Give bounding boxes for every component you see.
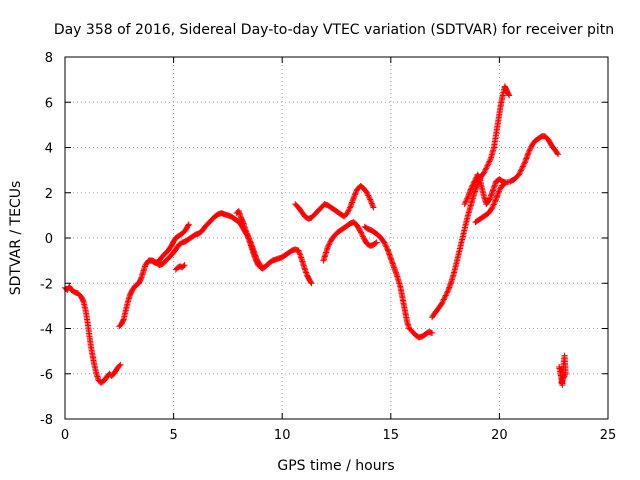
y-tick-label: 6 <box>45 96 53 111</box>
x-axis-label: GPS time / hours <box>277 458 394 474</box>
x-tick-label: 15 <box>383 428 400 443</box>
x-tick-label: 25 <box>600 428 617 443</box>
data-point-marks <box>429 83 513 321</box>
data-point-marks <box>233 207 264 269</box>
data-point-marks <box>320 219 380 264</box>
plot-frame <box>64 56 609 420</box>
axis-ticks <box>64 56 609 420</box>
data-point-marks <box>361 223 436 341</box>
y-tick-label: 8 <box>45 51 53 66</box>
data-point-marks <box>172 262 188 273</box>
y-tick-label: -4 <box>40 323 53 338</box>
y-tick-labels: -8 -6 -4 -2 0 2 4 6 8 <box>40 51 53 428</box>
y-tick-label: -8 <box>40 413 53 428</box>
grid <box>65 57 608 419</box>
y-tick-label: 4 <box>45 142 53 157</box>
x-tick-label: 0 <box>61 428 69 443</box>
y-tick-label: 0 <box>45 232 53 247</box>
data-point-marks <box>116 221 192 330</box>
data-point-marks <box>556 352 569 389</box>
y-axis-label: SDTVAR / TECUs <box>8 181 24 296</box>
data-marks <box>62 83 569 389</box>
y-tick-label: -2 <box>40 277 53 292</box>
x-tick-label: 20 <box>491 428 508 443</box>
data-point-marks <box>292 182 377 222</box>
x-tick-label: 5 <box>169 428 177 443</box>
y-tick-label: -6 <box>40 368 53 383</box>
x-tick-label: 10 <box>274 428 291 443</box>
chart-title: Day 358 of 2016, Sidereal Day-to-day VTE… <box>54 22 614 38</box>
data-point-marks <box>461 133 562 208</box>
data-point-marks <box>472 180 508 226</box>
y-tick-label: 2 <box>45 187 53 202</box>
data-point-marks <box>62 283 124 386</box>
x-tick-labels: 0 5 10 15 20 25 <box>61 428 616 443</box>
